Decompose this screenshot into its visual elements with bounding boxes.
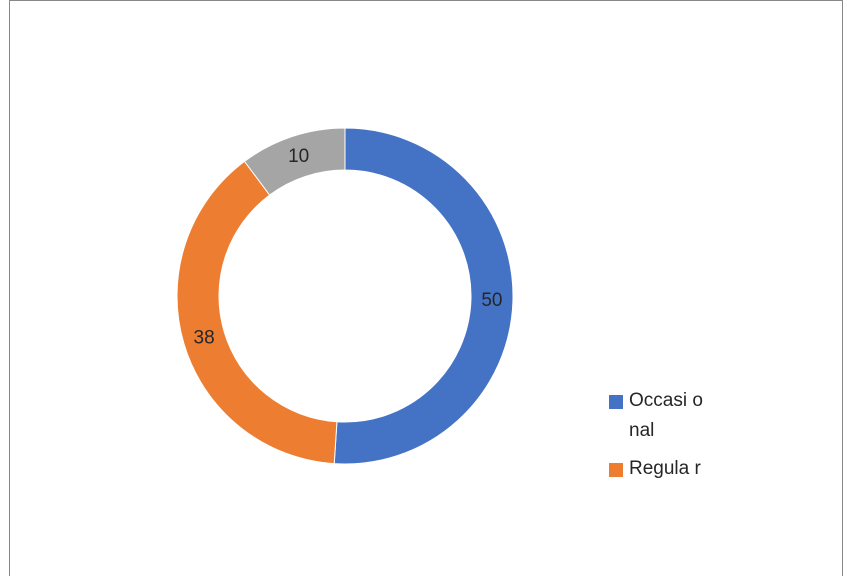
legend-entry-occasional: Occasi onal xyxy=(609,386,719,446)
legend-label-occasional: Occasi onal xyxy=(629,390,703,441)
data-label-1: 38 xyxy=(194,327,215,348)
data-label-2: 10 xyxy=(288,146,309,167)
legend-label-regular: Regula r xyxy=(629,458,701,479)
chart-frame xyxy=(9,0,843,576)
data-labels: 50 38 10 xyxy=(194,146,503,348)
legend: Occasi onal Regula r xyxy=(609,386,719,492)
legend-swatch-regular xyxy=(609,463,623,477)
legend-entry-regular: Regula r xyxy=(609,454,719,484)
donut-slice-1 xyxy=(176,160,338,465)
donut-slice-0 xyxy=(333,127,514,465)
legend-swatch-occasional xyxy=(609,395,623,409)
donut-slices xyxy=(176,127,514,465)
donut-slice-2 xyxy=(243,127,346,196)
data-label-0: 50 xyxy=(481,290,502,311)
